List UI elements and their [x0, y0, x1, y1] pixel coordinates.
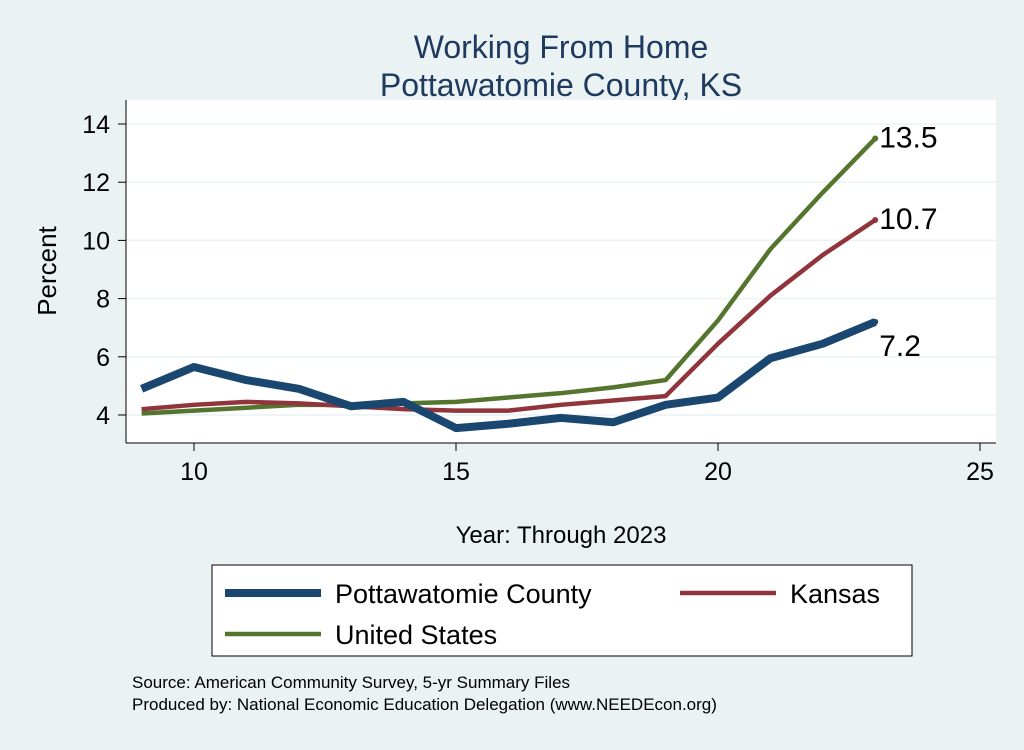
y-tick-label: 14	[82, 111, 110, 139]
legend-label: Kansas	[790, 579, 880, 609]
legend-label: United States	[335, 620, 497, 650]
source-note: Source: American Community Survey, 5-yr …	[132, 673, 570, 692]
x-tick-label: 10	[180, 458, 208, 486]
end-point-marker	[872, 135, 879, 142]
y-tick-label: 10	[82, 227, 110, 255]
data-label: 13.5	[879, 122, 937, 155]
x-axis-label: Year: Through 2023	[456, 522, 667, 549]
legend-label: Pottawatomie County	[335, 579, 592, 609]
y-tick-label: 4	[96, 402, 110, 430]
x-tick-label: 20	[704, 458, 732, 486]
y-tick-label: 8	[96, 286, 110, 314]
series-line-pottawatomie-county	[140, 318, 877, 433]
end-point-marker	[872, 318, 879, 325]
chart-subtitle: Pottawatomie County, KS	[380, 67, 742, 103]
series-line-kansas	[141, 218, 877, 413]
x-tick-label: 25	[966, 458, 994, 486]
x-tick-label: 15	[442, 458, 470, 486]
y-tick-label: 12	[82, 169, 110, 197]
producer-note: Produced by: National Economic Education…	[132, 695, 717, 714]
legend-box	[211, 564, 913, 657]
y-axis-label: Percent	[32, 225, 62, 315]
series-line-united-states	[141, 136, 877, 416]
data-label: 10.7	[879, 203, 937, 236]
y-tick-label: 6	[96, 344, 110, 372]
data-label: 7.2	[879, 330, 921, 363]
chart-title: Working From Home	[414, 29, 709, 65]
end-point-marker	[872, 217, 879, 224]
